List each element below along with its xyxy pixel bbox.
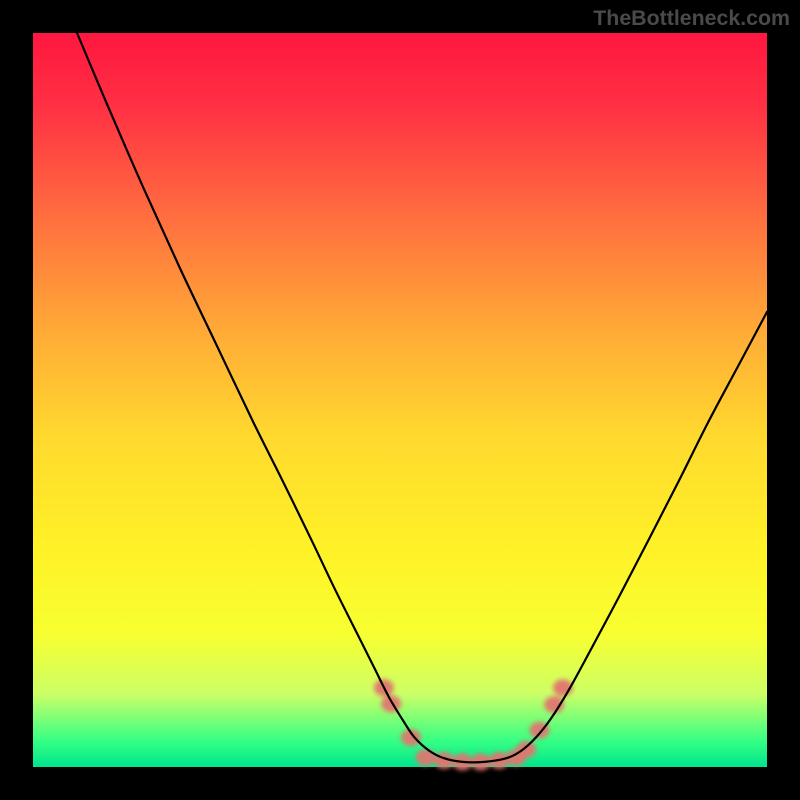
bottleneck-chart: TheBottleneck.com (0, 0, 800, 800)
marker-blob (416, 749, 436, 766)
plot-background (33, 33, 767, 767)
marker-blob (381, 695, 401, 712)
marker-blob (516, 741, 536, 758)
watermark-text: TheBottleneck.com (593, 6, 790, 31)
chart-svg (0, 0, 800, 800)
